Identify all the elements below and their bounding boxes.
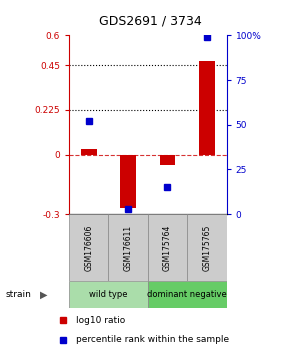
Bar bbox=[69, 281, 148, 308]
Bar bbox=[81, 149, 97, 155]
Text: strain: strain bbox=[6, 290, 32, 299]
Bar bbox=[148, 214, 187, 281]
Bar bbox=[69, 214, 108, 281]
Bar bbox=[148, 281, 226, 308]
Text: percentile rank within the sample: percentile rank within the sample bbox=[76, 335, 230, 344]
Text: log10 ratio: log10 ratio bbox=[76, 316, 126, 325]
Text: GSM176606: GSM176606 bbox=[84, 224, 93, 271]
Text: GSM176611: GSM176611 bbox=[124, 225, 133, 271]
Text: GSM175765: GSM175765 bbox=[202, 224, 211, 271]
Bar bbox=[160, 155, 175, 165]
Bar bbox=[187, 214, 226, 281]
Text: wild type: wild type bbox=[89, 290, 128, 299]
Bar bbox=[199, 61, 215, 155]
Text: GSM175764: GSM175764 bbox=[163, 224, 172, 271]
Bar bbox=[108, 214, 148, 281]
Text: dominant negative: dominant negative bbox=[147, 290, 227, 299]
Bar bbox=[120, 155, 136, 208]
Text: ▶: ▶ bbox=[40, 290, 47, 300]
Text: GDS2691 / 3734: GDS2691 / 3734 bbox=[99, 14, 201, 27]
